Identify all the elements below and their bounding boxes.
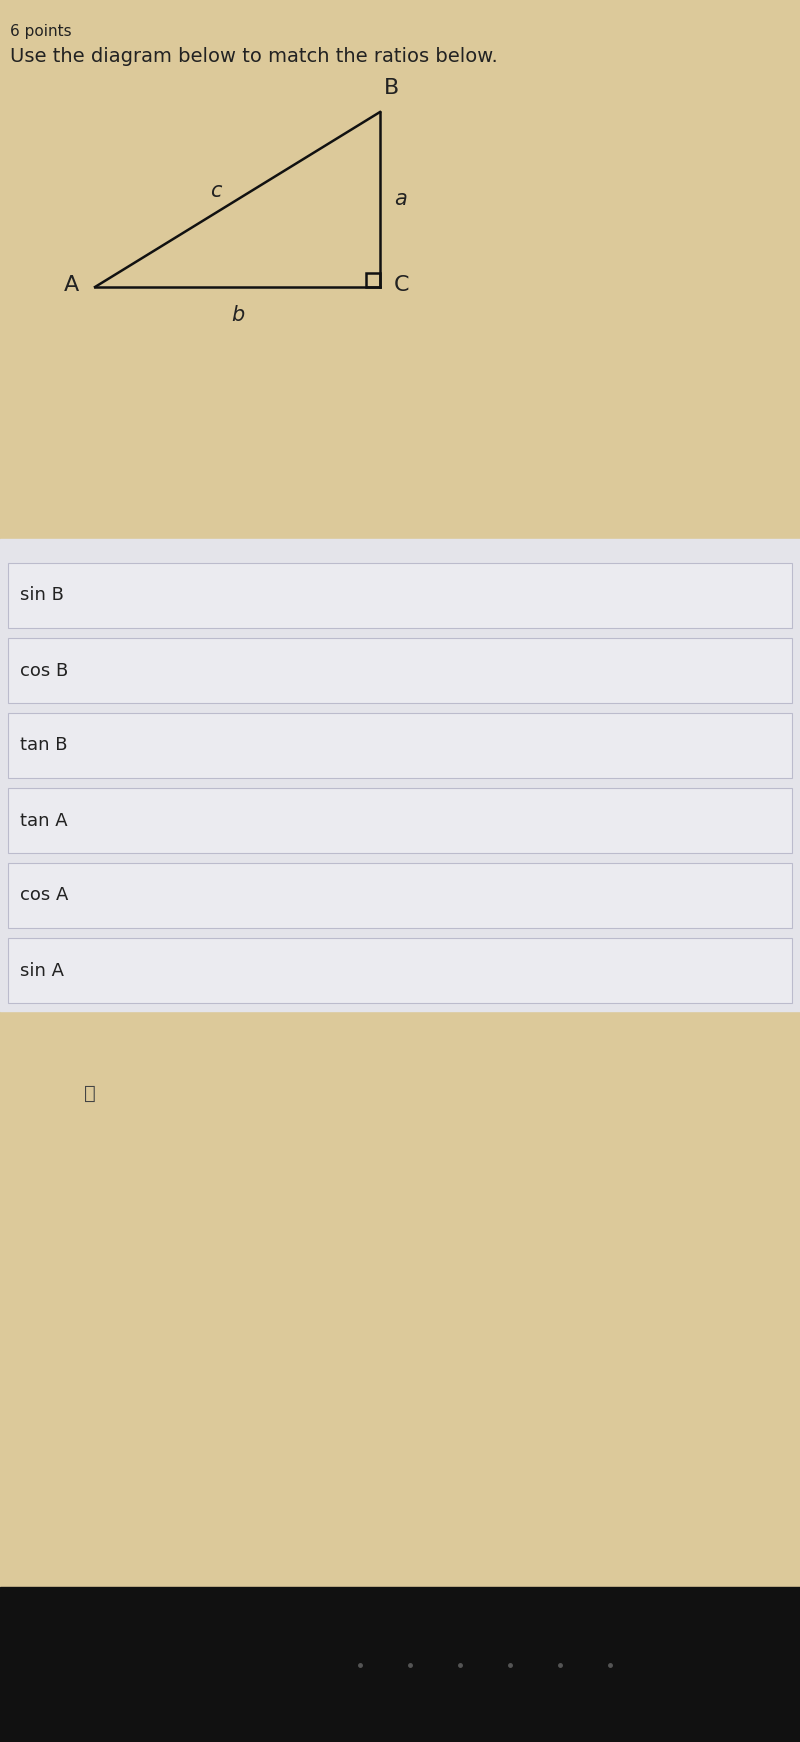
Text: Use the diagram below to match the ratios below.: Use the diagram below to match the ratio… [10, 47, 498, 66]
Text: sin A: sin A [20, 962, 64, 979]
Text: tan A: tan A [20, 812, 68, 829]
Bar [366, 273, 380, 287]
Bar [8, 787, 792, 854]
Text: B: B [384, 78, 399, 98]
Text: cos A: cos A [20, 887, 68, 904]
Text: c: c [210, 181, 222, 202]
Bar [8, 712, 792, 779]
Bar [8, 937, 792, 1003]
Bar [8, 787, 792, 854]
Text: C: C [394, 275, 410, 294]
Text: a: a [394, 190, 406, 209]
Bar [8, 862, 792, 928]
Bar [8, 937, 792, 1003]
Bar [0, 538, 800, 1010]
Bar [8, 638, 792, 704]
Text: A: A [64, 275, 79, 294]
Text: b: b [231, 305, 244, 326]
Bar [8, 712, 792, 779]
Bar [8, 563, 792, 629]
Bar [0, 1587, 800, 1742]
Text: tan B: tan B [20, 737, 67, 754]
Bar [8, 638, 792, 704]
Text: 6 points: 6 points [10, 24, 72, 38]
Text: ⮡: ⮡ [84, 1084, 96, 1103]
Text: cos B: cos B [20, 662, 68, 679]
Bar [8, 862, 792, 928]
Bar [8, 563, 792, 629]
Text: sin B: sin B [20, 587, 64, 604]
